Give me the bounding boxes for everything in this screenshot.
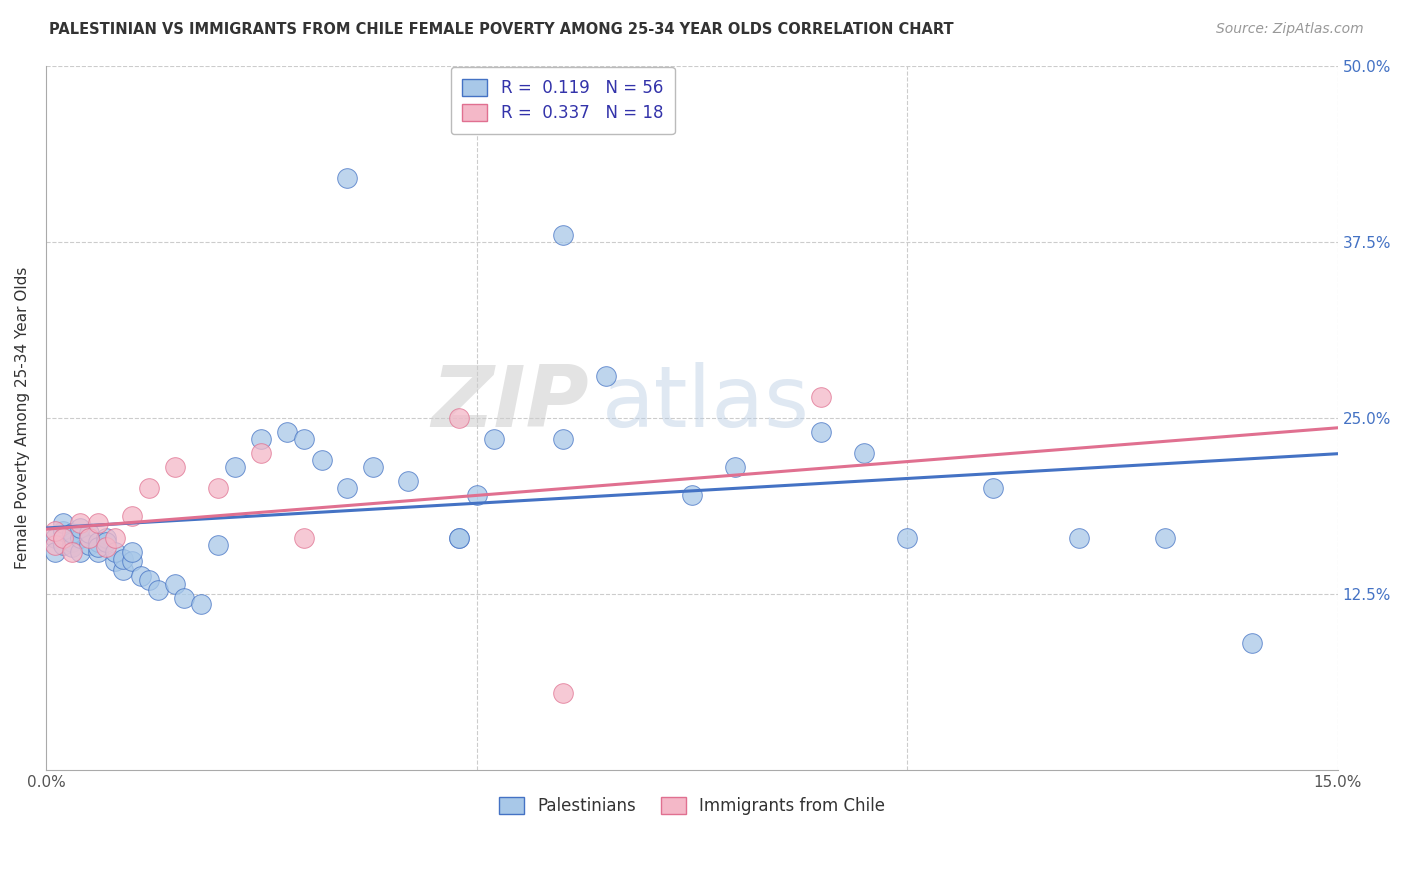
Point (121, 544, 143, 558)
Point (551, 227, 574, 242)
Point (595, 368, 617, 383)
Point (104, 531, 127, 545)
Point (52, 516, 75, 531)
Point (112, 563, 135, 577)
Text: atlas: atlas (602, 362, 810, 445)
Point (292, 531, 315, 545)
Point (250, 446, 273, 460)
Point (1154, 531, 1177, 545)
Point (52, 524, 75, 538)
Point (336, 171, 359, 186)
Point (77, 538, 100, 552)
Point (60, 544, 83, 558)
Point (60, 534, 83, 549)
Point (129, 568, 152, 582)
Point (69, 544, 91, 558)
Point (465, 488, 488, 502)
Point (551, 432, 574, 446)
Point (276, 425, 298, 439)
Point (449, 531, 471, 545)
Point (853, 446, 876, 460)
Point (165, 577, 187, 591)
Point (336, 481, 359, 495)
Point (165, 460, 187, 475)
Y-axis label: Female Poverty Among 25-34 Year Olds: Female Poverty Among 25-34 Year Olds (15, 267, 30, 569)
Point (551, 685, 574, 699)
Point (482, 432, 505, 446)
Point (724, 460, 747, 475)
Point (96, 541, 118, 555)
Point (69, 531, 91, 545)
Point (77, 531, 100, 545)
Point (311, 453, 333, 467)
Legend: Palestinians, Immigrants from Chile: Palestinians, Immigrants from Chile (489, 787, 896, 825)
Point (207, 481, 229, 495)
Point (86, 534, 108, 549)
Point (44, 538, 66, 552)
Point (292, 432, 315, 446)
Point (112, 551, 135, 566)
Point (173, 591, 195, 606)
Point (77, 526, 100, 541)
Point (69, 516, 91, 531)
Point (810, 390, 832, 404)
Text: PALESTINIAN VS IMMIGRANTS FROM CHILE FEMALE POVERTY AMONG 25-34 YEAR OLDS CORREL: PALESTINIAN VS IMMIGRANTS FROM CHILE FEM… (49, 22, 953, 37)
Point (681, 488, 703, 502)
Point (810, 425, 832, 439)
Point (69, 521, 91, 535)
Point (96, 531, 118, 545)
Point (60, 526, 83, 541)
Point (207, 538, 229, 552)
Point (104, 544, 127, 558)
Point (138, 481, 160, 495)
Point (86, 541, 108, 555)
Point (361, 460, 384, 475)
Point (52, 531, 75, 545)
Point (1069, 531, 1091, 545)
Point (86, 544, 108, 558)
Point (396, 474, 419, 488)
Point (52, 538, 75, 552)
Text: Source: ZipAtlas.com: Source: ZipAtlas.com (1216, 22, 1364, 37)
Point (250, 432, 273, 446)
Text: ZIP: ZIP (430, 362, 589, 445)
Point (896, 531, 918, 545)
Point (121, 509, 143, 524)
Point (86, 516, 108, 531)
Point (96, 534, 118, 549)
Point (60, 541, 83, 555)
Point (44, 524, 66, 538)
Point (449, 410, 471, 425)
Point (1240, 636, 1263, 650)
Point (224, 460, 246, 475)
Point (104, 554, 127, 568)
Point (44, 531, 66, 545)
Point (146, 582, 169, 597)
Point (190, 597, 212, 611)
Point (138, 573, 160, 587)
Point (449, 531, 471, 545)
Point (121, 554, 143, 568)
Point (44, 544, 66, 558)
Point (981, 481, 1004, 495)
